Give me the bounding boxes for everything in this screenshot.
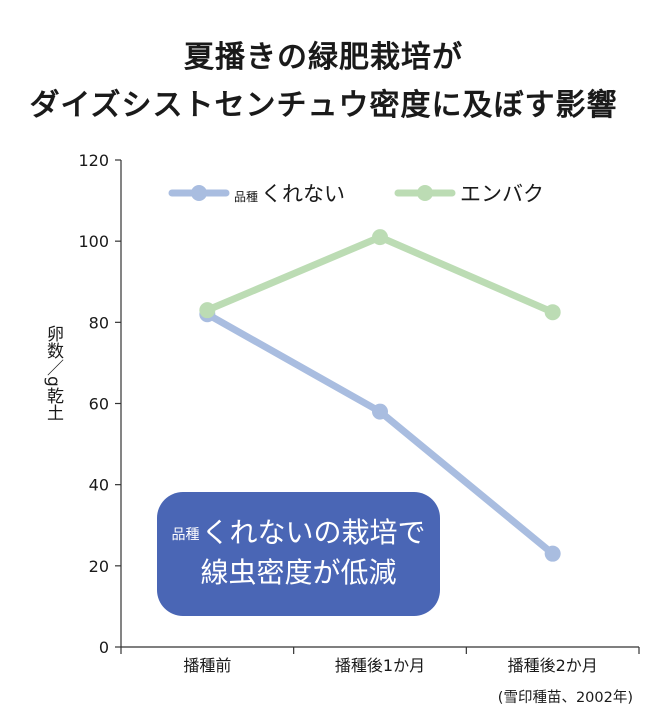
legend: 品種 くれない エンバク [168,182,544,206]
y-axis-label: 卵数／g乾土 [43,325,63,421]
y-tick-label: 40 [89,476,109,495]
annotation-prefix: 品種 [171,527,200,543]
y-tick-label: 120 [78,151,109,170]
x-tick-label: 播種後1か月 [335,656,425,675]
y-ticks: 0 20 40 60 80 100 120 [78,151,121,657]
legend-swatch-dot-2 [417,185,433,201]
legend-swatch-dot-1 [191,185,207,201]
data-point-1-2 [372,403,388,420]
data-point-2-1 [199,302,216,319]
data-point-2-3 [544,304,561,321]
chart-title-line1: 夏播きの緑肥栽培が [184,40,463,75]
y-tick-label: 100 [78,232,109,251]
y-tick-label: 60 [89,395,109,414]
annotation-line1: くれないの栽培で [201,516,426,549]
y-tick-label: 20 [89,557,109,576]
annotation-line2: 線虫密度が低減 [200,556,397,589]
legend-label-1: くれない [261,182,345,206]
source-note: (雪印種苗、2002年) [497,690,633,706]
annotation-box: 品種くれないの栽培で 線虫密度が低減 [157,492,440,616]
y-tick-label: 0 [99,638,109,657]
chart-title-line2: ダイズシストセンチュウ密度に及ぼす影響 [29,88,618,123]
legend-prefix-1: 品種 [234,190,258,204]
x-ticks: 播種前 播種後1か月 播種後2か月 [120,647,640,675]
series-line-2 [203,233,557,316]
x-tick-label: 播種前 [183,656,231,675]
y-tick-label: 80 [89,313,109,332]
legend-label-2: エンバク [460,182,544,206]
x-tick-label: 播種後2か月 [508,656,598,675]
data-point-1-3 [544,545,561,562]
series-lines [199,229,561,562]
data-point-2-2 [372,229,388,246]
